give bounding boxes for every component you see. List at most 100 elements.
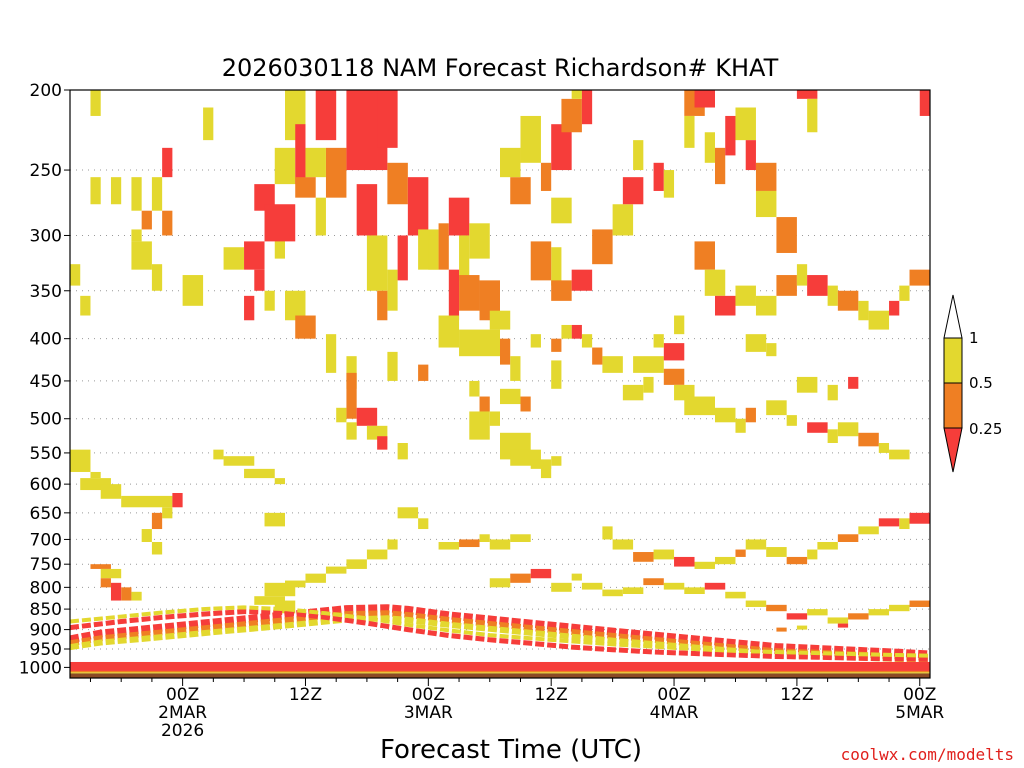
cell-orange xyxy=(592,229,613,265)
cell-yellow xyxy=(70,449,91,472)
cell-yellow xyxy=(131,177,142,211)
cell-yellow xyxy=(755,190,777,218)
cell-yellow xyxy=(131,229,142,242)
cell-yellow xyxy=(551,582,572,592)
cell-yellow xyxy=(663,170,675,198)
cell-yellow xyxy=(80,478,111,491)
cell-yellow xyxy=(489,578,511,588)
cell-yellow xyxy=(274,478,285,485)
cell-orange xyxy=(837,534,859,542)
cell-yellow xyxy=(489,310,511,330)
cell-red xyxy=(356,407,378,426)
cell-yellow xyxy=(653,334,664,348)
cell-yellow xyxy=(796,264,808,286)
cell-orange xyxy=(776,627,787,632)
cell-orange xyxy=(694,241,715,270)
cell-yellow xyxy=(766,400,787,416)
cell-yellow xyxy=(500,388,521,405)
cell-yellow xyxy=(827,617,849,624)
cell-orange xyxy=(786,556,808,565)
cell-yellow xyxy=(325,566,347,574)
x-tick-label-1-0: 12Z xyxy=(289,685,322,705)
cell-red xyxy=(254,269,265,291)
x-tick-label-2-0: 00Z xyxy=(412,685,445,705)
y-tick-label-750: 750 xyxy=(30,555,62,575)
cell-red xyxy=(264,204,296,242)
cell-yellow xyxy=(653,549,675,560)
cell-orange xyxy=(100,578,111,588)
cell-orange xyxy=(776,217,797,253)
cell-yellow xyxy=(889,449,910,460)
cell-yellow xyxy=(551,360,562,389)
cell-orange xyxy=(561,98,582,133)
cell-yellow xyxy=(540,465,552,479)
cell-orange xyxy=(151,512,163,530)
cell-orange xyxy=(418,364,429,381)
y-tick-label-550: 550 xyxy=(30,444,62,464)
y-tick-label-350: 350 xyxy=(30,282,62,302)
cell-yellow xyxy=(807,98,818,133)
cell-orange xyxy=(325,147,347,198)
cell-yellow xyxy=(254,596,285,605)
cell-yellow xyxy=(827,429,838,443)
cell-red xyxy=(581,90,593,125)
x-tick-label-6-0: 00Z xyxy=(903,685,936,705)
surface-layer-orange xyxy=(70,670,930,673)
legend-label-0-5: 0.5 xyxy=(969,374,993,392)
cell-yellow xyxy=(131,241,152,270)
cell-yellow xyxy=(633,356,664,373)
cell-yellow xyxy=(735,418,746,433)
cell-yellow xyxy=(459,235,470,281)
plot-frame xyxy=(69,89,931,679)
cell-orange xyxy=(530,241,552,281)
cell-red xyxy=(848,376,859,389)
y-tick-label-400: 400 xyxy=(30,330,62,350)
cell-orange xyxy=(715,147,726,185)
cell-orange xyxy=(346,372,357,419)
cell-orange xyxy=(510,573,531,583)
cell-yellow xyxy=(684,396,715,416)
cell-orange xyxy=(295,315,316,339)
credit-text: coolwx.com/modelts xyxy=(841,745,1014,764)
x-tick-label-4-0: 00Z xyxy=(657,685,690,705)
y-tick-label-1000: 1000 xyxy=(19,658,62,678)
cell-yellow xyxy=(715,556,736,565)
cell-yellow xyxy=(438,541,460,550)
cell-yellow xyxy=(694,561,715,569)
cell-red xyxy=(878,518,900,527)
cell-yellow xyxy=(817,541,838,550)
cell-yellow xyxy=(325,334,337,373)
cell-yellow xyxy=(755,295,777,316)
cell-red xyxy=(807,275,828,296)
cell-red xyxy=(653,162,664,191)
band-red xyxy=(70,604,930,659)
cell-yellow xyxy=(868,609,890,616)
band-yellow xyxy=(70,605,930,658)
cell-orange xyxy=(592,347,603,365)
cells-group xyxy=(70,90,930,678)
cell-yellow xyxy=(418,518,429,530)
cell-orange xyxy=(551,338,562,352)
cell-yellow xyxy=(715,407,736,423)
cell-yellow xyxy=(366,549,388,560)
cell-orange xyxy=(162,210,173,236)
cell-red xyxy=(704,582,726,590)
cell-yellow xyxy=(397,442,408,460)
cell-yellow xyxy=(162,507,173,519)
cell-yellow xyxy=(469,223,490,259)
x-tick-label-6-1: 5MAR xyxy=(895,703,944,723)
cell-yellow xyxy=(735,107,756,141)
cell-yellow xyxy=(581,582,603,590)
cell-yellow xyxy=(827,384,838,401)
cell-yellow xyxy=(766,343,777,357)
cell-red xyxy=(796,90,818,99)
cell-red xyxy=(889,300,900,316)
x-tick-label-0-0: 00Z xyxy=(166,685,199,705)
surface-layer-red xyxy=(70,661,930,671)
y-tick-label-200: 200 xyxy=(30,81,62,101)
cell-orange xyxy=(755,162,777,191)
cell-yellow xyxy=(274,147,296,185)
x-tick-label-2-1: 3MAR xyxy=(404,703,453,723)
surface-layer-yellow xyxy=(70,672,930,674)
cell-yellow xyxy=(500,147,521,178)
